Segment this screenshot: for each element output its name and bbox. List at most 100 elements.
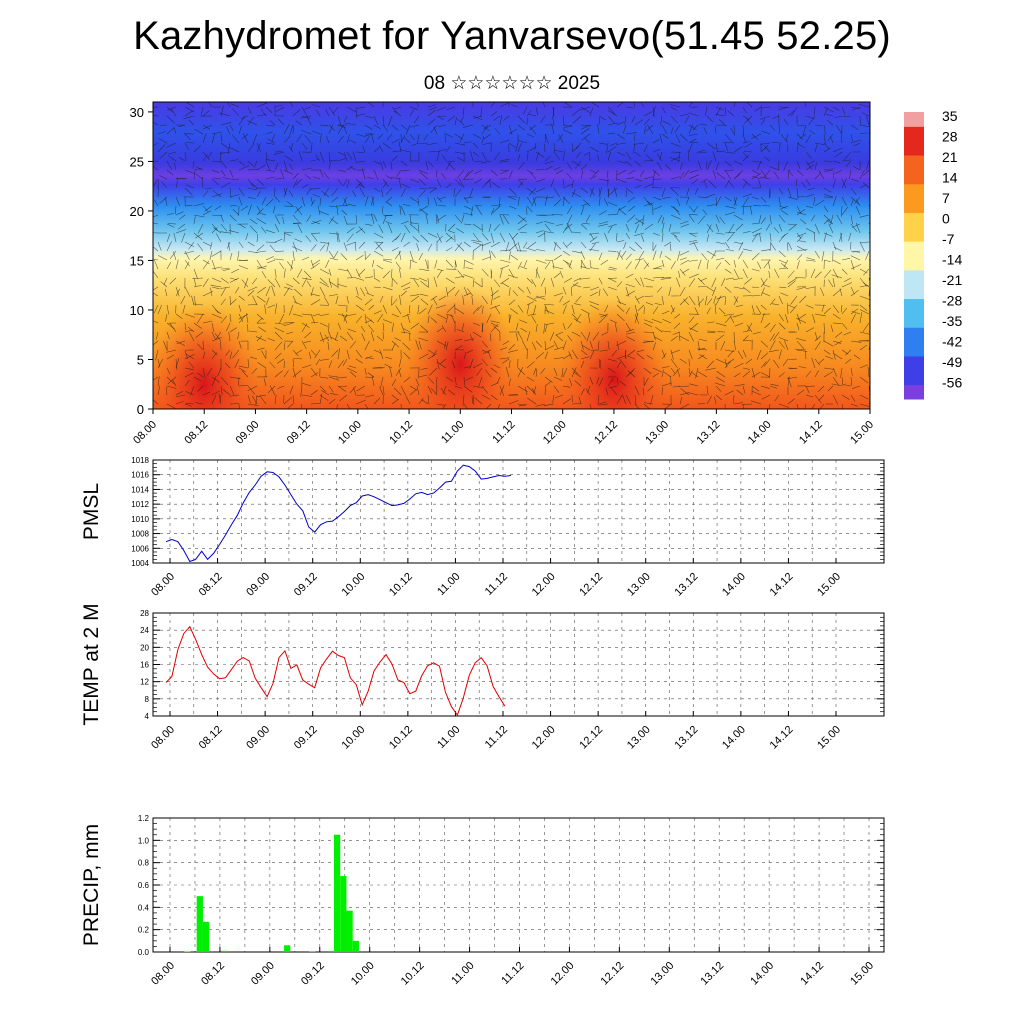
wind-vector <box>294 205 303 213</box>
wind-vector <box>395 367 402 376</box>
wind-vector <box>314 349 321 359</box>
wind-vector <box>855 199 861 207</box>
wind-vector <box>257 362 267 369</box>
wind-vector <box>713 295 717 304</box>
wind-vector <box>398 369 402 378</box>
x-tick-label: 09.00 <box>234 419 262 447</box>
wind-vector <box>607 110 618 117</box>
wind-vector <box>311 104 321 108</box>
wind-vector <box>238 315 246 324</box>
x-tick-label: 08.12 <box>197 571 225 599</box>
wind-vector <box>715 322 727 327</box>
wind-vector <box>274 196 281 203</box>
colorbar-segment <box>904 155 924 163</box>
wind-vector <box>796 209 806 216</box>
x-tick-label: 12.00 <box>541 419 569 447</box>
wind-vector <box>625 187 634 194</box>
wind-vector <box>805 193 814 198</box>
wind-vector <box>444 340 447 349</box>
wind-vector <box>733 196 737 206</box>
wind-vector <box>418 169 429 175</box>
wind-vector <box>805 205 813 209</box>
wind-vector <box>312 194 321 198</box>
wind-vector <box>636 349 645 353</box>
wind-vector <box>706 224 712 234</box>
wind-vector <box>283 370 289 378</box>
wind-vector <box>787 242 789 252</box>
wind-vector <box>556 331 564 336</box>
x-tick-label: 09.00 <box>249 960 277 988</box>
wind-vector <box>445 313 454 317</box>
wind-vector <box>763 358 771 367</box>
wind-vector <box>304 331 312 339</box>
wind-vector <box>391 138 400 144</box>
wind-vector <box>733 241 744 245</box>
wind-vector <box>398 141 402 153</box>
wind-vector <box>526 348 528 360</box>
wind-vector <box>490 323 499 333</box>
wind-vector <box>580 241 587 248</box>
wind-vector <box>785 133 789 142</box>
wind-vector <box>852 385 861 389</box>
wind-vector <box>409 277 419 280</box>
wind-vector <box>773 359 780 369</box>
wind-vector <box>256 178 265 186</box>
wind-vector <box>727 110 735 117</box>
wind-vector <box>832 147 843 153</box>
wind-vector <box>720 340 726 351</box>
wind-vector <box>526 196 532 204</box>
wind-vector <box>289 124 294 136</box>
wind-vector <box>494 128 501 135</box>
wind-vector <box>562 300 570 306</box>
wind-vector <box>436 232 442 243</box>
wind-vector <box>193 303 204 306</box>
wind-vector <box>166 115 175 124</box>
wind-vector <box>216 233 222 243</box>
wind-vector <box>256 102 268 108</box>
wind-vector <box>441 173 447 180</box>
wind-vector <box>608 187 618 196</box>
wind-vector <box>796 160 801 169</box>
wind-vector <box>646 355 654 360</box>
wind-vector <box>418 340 422 350</box>
wind-vector <box>346 268 353 278</box>
wind-vector <box>211 304 219 314</box>
wind-vector <box>728 223 735 234</box>
wind-vector <box>724 133 733 142</box>
wind-vector <box>670 187 679 196</box>
wind-vector <box>715 257 725 261</box>
wind-vector <box>544 286 547 295</box>
x-tick-label: 14.00 <box>720 724 748 752</box>
wind-vector <box>283 287 290 297</box>
wind-vector <box>760 304 767 310</box>
wind-vector <box>801 181 807 189</box>
wind-vector <box>480 106 483 118</box>
wind-vector <box>591 102 600 108</box>
wind-vector <box>256 335 263 342</box>
wind-vector <box>608 277 618 279</box>
x-tick-label: 09.12 <box>292 571 320 599</box>
wind-vector <box>565 261 573 270</box>
wind-vector <box>571 108 581 117</box>
wind-vector <box>202 367 206 379</box>
wind-vector <box>670 176 680 180</box>
wind-vector <box>823 340 834 347</box>
wind-vector <box>391 268 393 278</box>
wind-vector <box>404 224 411 234</box>
wind-vector <box>346 233 354 243</box>
wind-vector <box>689 213 699 216</box>
wind-vector <box>166 331 170 340</box>
wind-vector <box>428 106 438 111</box>
x-tick-label: 13.00 <box>648 960 676 988</box>
wind-vector <box>197 313 204 324</box>
wind-vector <box>288 163 294 171</box>
wind-vector <box>689 169 699 173</box>
wind-vector <box>267 304 276 309</box>
wind-vector <box>625 261 632 270</box>
wind-vector <box>346 166 354 171</box>
wind-vector <box>778 142 781 153</box>
y-tick-label: 8 <box>145 695 150 704</box>
y-tick-label: 1014 <box>131 485 149 494</box>
wind-vector <box>688 133 699 136</box>
wind-vector <box>859 169 865 180</box>
